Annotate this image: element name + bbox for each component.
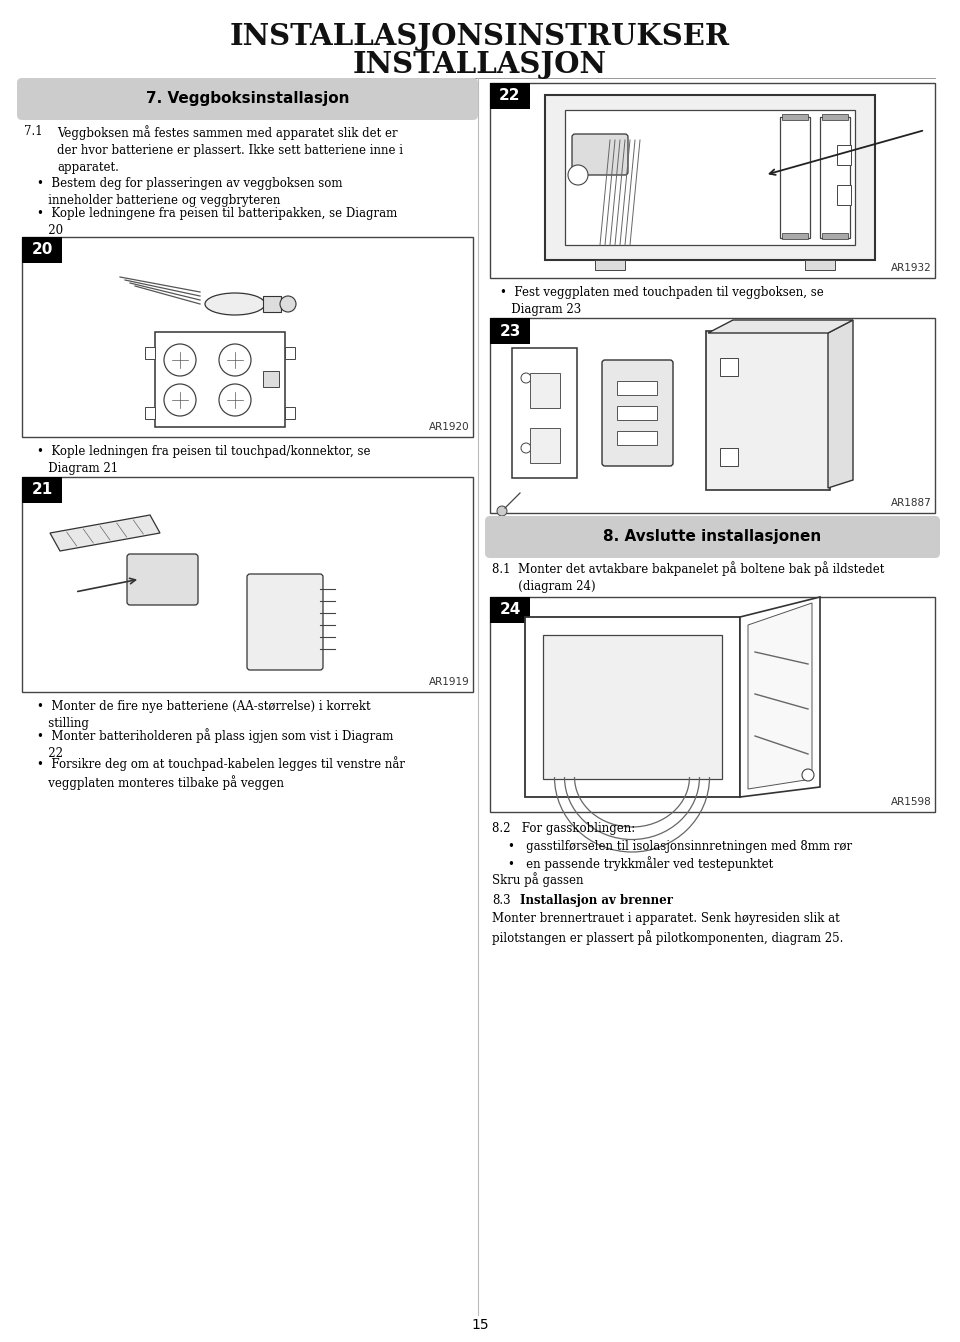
Bar xyxy=(720,358,738,376)
Bar xyxy=(530,373,560,408)
FancyBboxPatch shape xyxy=(127,554,198,605)
Bar xyxy=(805,260,835,270)
Bar xyxy=(263,370,279,386)
Circle shape xyxy=(280,297,296,311)
Bar xyxy=(822,234,848,239)
Bar xyxy=(780,117,810,238)
Polygon shape xyxy=(50,515,160,552)
Text: INSTALLASJON: INSTALLASJON xyxy=(353,50,607,79)
Text: •  Bestem deg for plasseringen av veggboksen som
   inneholder batteriene og veg: • Bestem deg for plasseringen av veggbok… xyxy=(37,177,343,207)
Bar xyxy=(490,318,935,513)
Text: Veggboksen må festes sammen med apparatet slik det er
der hvor batteriene er pla: Veggboksen må festes sammen med apparate… xyxy=(57,125,403,174)
Text: 21: 21 xyxy=(32,483,53,498)
Text: 7. Veggboksinstallasjon: 7. Veggboksinstallasjon xyxy=(146,91,349,106)
Text: •  Kople ledningene fra peisen til batteripakken, se Diagram
   20: • Kople ledningene fra peisen til batter… xyxy=(37,207,397,238)
Bar xyxy=(720,448,738,466)
Polygon shape xyxy=(708,319,853,333)
Bar xyxy=(490,83,530,109)
Text: •  Forsikre deg om at touchpad-kabelen legges til venstre når
   veggplaten mont: • Forsikre deg om at touchpad-kabelen le… xyxy=(37,756,405,790)
Bar xyxy=(782,114,808,119)
Bar xyxy=(22,476,62,503)
Circle shape xyxy=(521,443,531,454)
Bar xyxy=(525,617,740,797)
Bar xyxy=(490,83,935,278)
Bar xyxy=(530,428,560,463)
Bar xyxy=(565,110,855,246)
Circle shape xyxy=(164,344,196,376)
Text: 8.1  Monter det avtakbare bakpanelet på boltene bak på ildstedet
       (diagram: 8.1 Monter det avtakbare bakpanelet på b… xyxy=(492,561,884,593)
Ellipse shape xyxy=(205,293,265,315)
Text: Monter brennertrauet i apparatet. Senk høyresiden slik at
pilotstangen er plasse: Monter brennertrauet i apparatet. Senk h… xyxy=(492,913,844,945)
Bar xyxy=(285,407,295,419)
Bar xyxy=(545,95,875,260)
Bar xyxy=(617,407,657,420)
Text: 23: 23 xyxy=(499,323,520,338)
Polygon shape xyxy=(740,597,820,797)
Bar xyxy=(285,348,295,360)
Bar xyxy=(490,597,935,812)
FancyBboxPatch shape xyxy=(602,360,673,466)
FancyBboxPatch shape xyxy=(485,517,940,558)
Text: 8. Avslutte installasjonen: 8. Avslutte installasjonen xyxy=(604,530,822,545)
Text: 7.1: 7.1 xyxy=(24,125,42,138)
Circle shape xyxy=(164,384,196,416)
Bar xyxy=(490,318,530,344)
Circle shape xyxy=(219,384,251,416)
Text: •  Fest veggplaten med touchpaden til veggboksen, se
   Diagram 23: • Fest veggplaten med touchpaden til veg… xyxy=(500,286,824,315)
Text: •  Monter batteriholderen på plass igjen som vist i Diagram
   22: • Monter batteriholderen på plass igjen … xyxy=(37,727,394,760)
Bar xyxy=(490,597,530,623)
Text: 8.3: 8.3 xyxy=(492,894,511,907)
Bar xyxy=(22,476,473,692)
Text: 8.2   For gasskoblingen:: 8.2 For gasskoblingen: xyxy=(492,823,636,835)
Bar xyxy=(22,238,62,263)
Text: INSTALLASJONSINSTRUKSER: INSTALLASJONSINSTRUKSER xyxy=(230,21,730,51)
Text: 15: 15 xyxy=(471,1318,489,1333)
Bar xyxy=(837,185,851,205)
Bar xyxy=(155,331,285,427)
Bar xyxy=(263,297,281,311)
Bar xyxy=(617,381,657,395)
Circle shape xyxy=(521,373,531,382)
Bar xyxy=(822,114,848,119)
Bar xyxy=(782,234,808,239)
Text: 20: 20 xyxy=(32,243,53,258)
Text: AR1887: AR1887 xyxy=(891,498,932,509)
Bar xyxy=(145,407,155,419)
Bar xyxy=(617,431,657,446)
FancyBboxPatch shape xyxy=(706,331,830,490)
Text: •  Monter de fire nye batteriene (AA-størrelse) i korrekt
   stilling: • Monter de fire nye batteriene (AA-stør… xyxy=(37,701,371,730)
Bar xyxy=(543,635,722,778)
Bar xyxy=(837,145,851,165)
Text: AR1919: AR1919 xyxy=(429,676,470,687)
FancyBboxPatch shape xyxy=(572,134,628,174)
Bar xyxy=(22,238,473,437)
Bar xyxy=(145,348,155,360)
Text: AR1920: AR1920 xyxy=(429,421,470,432)
Circle shape xyxy=(219,344,251,376)
Text: •   en passende trykkmåler ved testepunktet: • en passende trykkmåler ved testepunkte… xyxy=(508,856,773,871)
Text: 22: 22 xyxy=(499,89,520,103)
Bar xyxy=(595,260,625,270)
FancyBboxPatch shape xyxy=(247,574,323,670)
Text: •   gasstilførselen til isolasjonsinnretningen med 8mm rør: • gasstilførselen til isolasjonsinnretni… xyxy=(508,840,852,854)
Text: Installasjon av brenner: Installasjon av brenner xyxy=(520,894,673,907)
Text: AR1932: AR1932 xyxy=(891,263,932,272)
Text: •  Kople ledningen fra peisen til touchpad/konnektor, se
   Diagram 21: • Kople ledningen fra peisen til touchpa… xyxy=(37,446,371,475)
Polygon shape xyxy=(828,319,853,488)
Bar xyxy=(820,117,850,238)
Bar xyxy=(512,348,577,478)
FancyBboxPatch shape xyxy=(17,78,478,119)
Polygon shape xyxy=(748,603,812,789)
Text: AR1598: AR1598 xyxy=(891,797,932,807)
Circle shape xyxy=(497,506,507,517)
Circle shape xyxy=(802,769,814,781)
Text: 24: 24 xyxy=(499,603,520,617)
Text: Skru på gassen: Skru på gassen xyxy=(492,872,584,887)
Circle shape xyxy=(568,165,588,185)
